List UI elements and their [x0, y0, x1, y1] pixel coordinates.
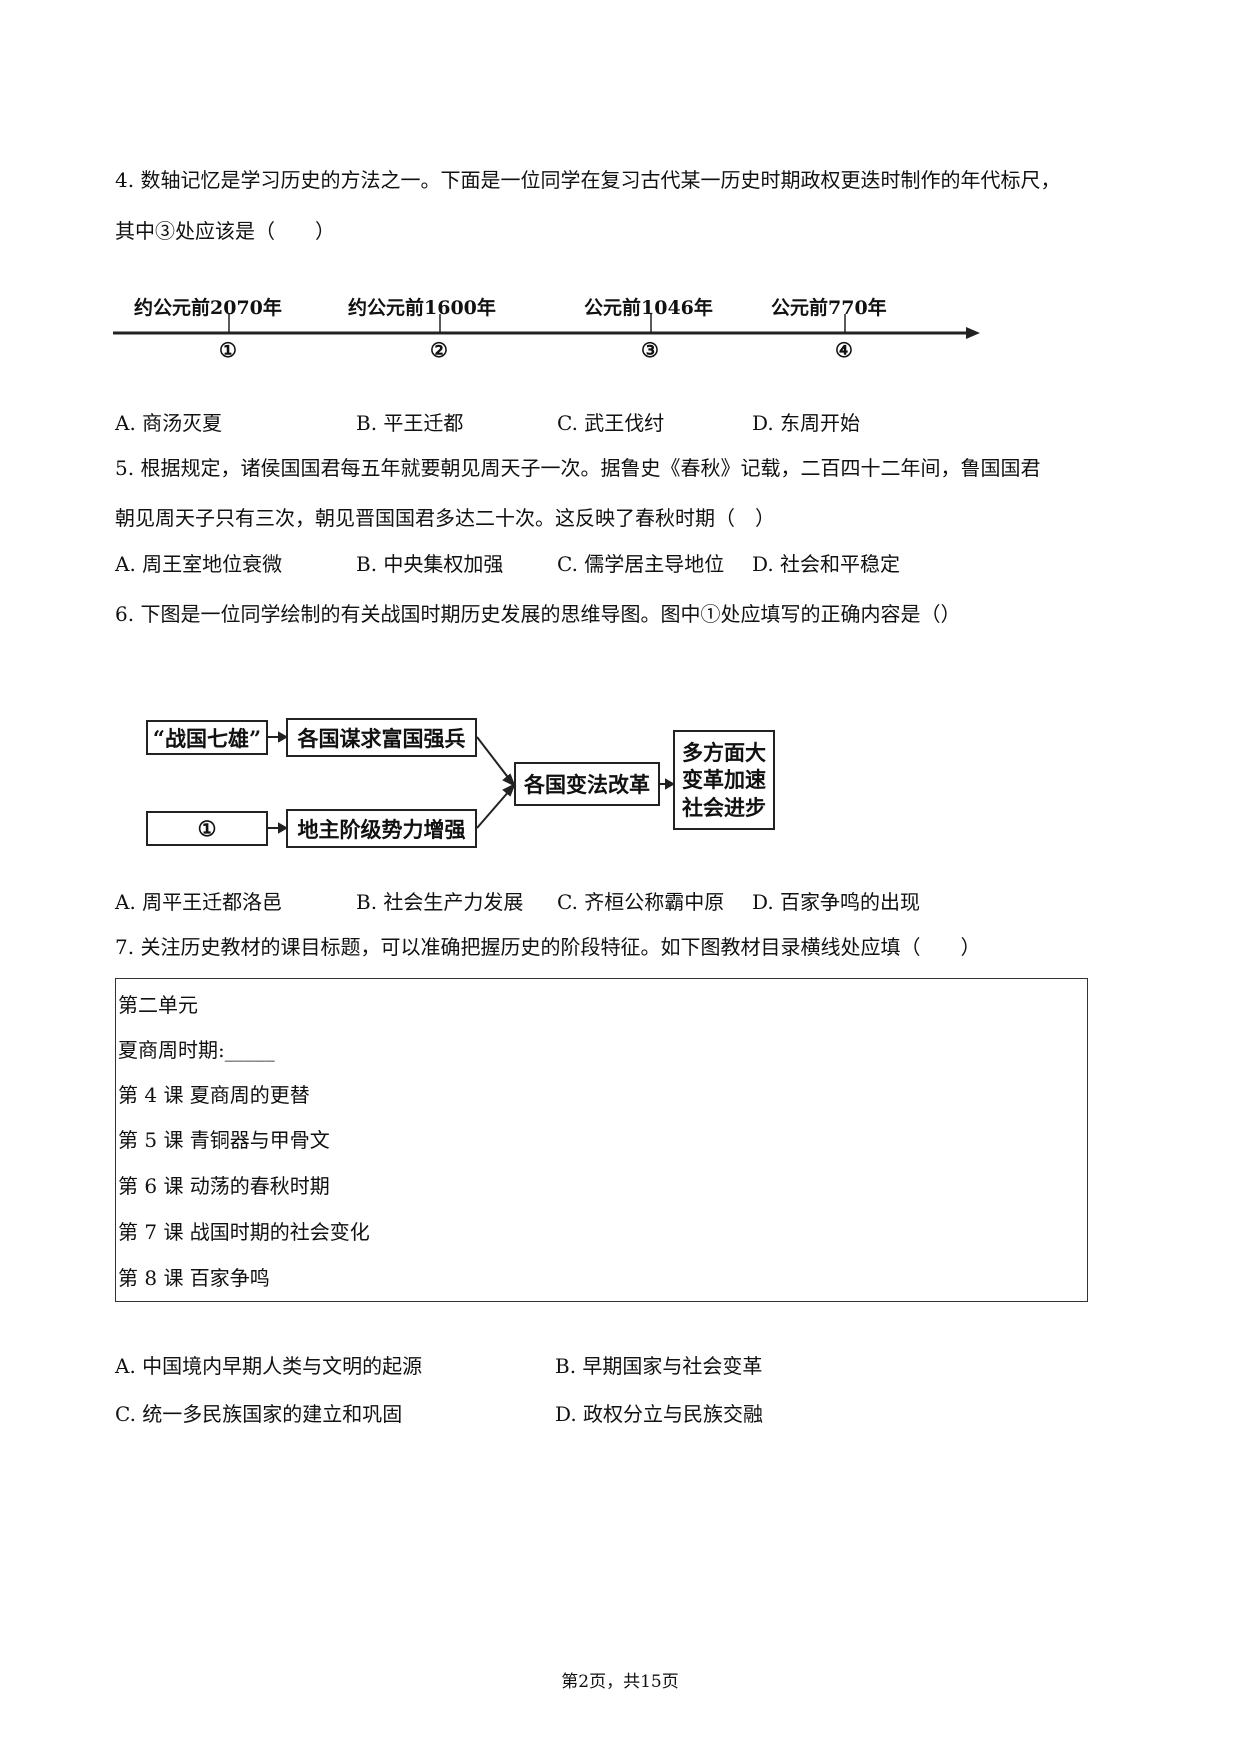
q6-option-c: C. 齐桓公称霸中原 [557, 890, 725, 914]
mindmap-arrows [268, 731, 676, 834]
q6-option-d: D. 百家争鸣的出现 [752, 890, 921, 914]
result-line: 社会进步 [682, 794, 766, 820]
mindmap-node-seven-states: “战国七雄” [146, 720, 268, 755]
page-footer: 第2页，共15页 [561, 1672, 679, 1692]
toc-line: 第二单元 [118, 993, 198, 1017]
q6-text-line1: 6. 下图是一位同学绘制的有关战国时期历史发展的思维导图。图中①处应填写的正确内… [115, 602, 961, 626]
q5-text-line1: 5. 根据规定，诸侯国国君每五年就要朝见周天子一次。据鲁史《春秋》记载，二百四十… [115, 456, 1041, 480]
timeline-label: 公元前1046年 [584, 297, 713, 319]
q5-option-a: A. 周王室地位衰微 [115, 552, 283, 576]
q5-option-c: C. 儒学居主导地位 [557, 552, 725, 576]
timeline-label: 公元前770年 [771, 297, 887, 319]
q4-option-d: D. 东周开始 [752, 411, 861, 435]
q7-option-d: D. 政权分立与民族交融 [555, 1402, 764, 1426]
toc-line: 第 4 课 夏商周的更替 [118, 1083, 310, 1107]
q7-option-a: A. 中国境内早期人类与文明的起源 [115, 1354, 423, 1378]
result-line: 多方面大 [682, 740, 766, 766]
q5-option-b: B. 中央集权加强 [356, 552, 504, 576]
toc-line: 夏商周时期:_____ [118, 1038, 275, 1062]
timeline-marker: ③ [641, 338, 659, 362]
toc-line: 第 6 课 动荡的春秋时期 [118, 1174, 330, 1198]
q4-option-b: B. 平王迁都 [356, 411, 464, 435]
q7-text-line1: 7. 关注历史教材的课目标题，可以准确把握历史的阶段特征。如下图教材目录横线处应… [115, 935, 981, 959]
timeline-marker: ④ [835, 338, 853, 362]
q6-option-a: A. 周平王迁都洛邑 [115, 890, 283, 914]
q5-text-line2: 朝见周天子只有三次，朝见晋国国君多达二十次。这反映了春秋时期（ ） [115, 506, 775, 530]
q4-text-line2: 其中③处应该是（ ） [115, 219, 335, 243]
q5-option-d: D. 社会和平稳定 [752, 552, 901, 576]
mindmap-node-landlords: 地主阶级势力增强 [286, 809, 477, 848]
timeline-marker: ② [430, 338, 448, 362]
timeline-marker: ① [219, 338, 237, 362]
mindmap-node-result: 多方面大 变革加速 社会进步 [673, 730, 775, 830]
q7-option-b: B. 早期国家与社会变革 [555, 1354, 763, 1378]
toc-line: 第 5 课 青铜器与甲骨文 [118, 1128, 330, 1152]
q4-option-a: A. 商汤灭夏 [115, 411, 223, 435]
timeline-label: 约公元前1600年 [348, 297, 496, 319]
toc-line: 第 8 课 百家争鸣 [118, 1266, 270, 1290]
textbook-toc-box: 第二单元 夏商周时期:_____ 第 4 课 夏商周的更替 第 5 课 青铜器与… [115, 978, 1088, 1302]
q7-option-c: C. 统一多民族国家的建立和巩固 [115, 1402, 403, 1426]
q4-text-line1: 4. 数轴记忆是学习历史的方法之一。下面是一位同学在复习古代某一历史时期政权更迭… [115, 168, 1061, 192]
timeline-axis [113, 314, 980, 339]
toc-line: 第 7 课 战国时期的社会变化 [118, 1220, 370, 1244]
mindmap-node-blank: ① [146, 811, 268, 846]
mindmap-node-reform: 各国变法改革 [514, 762, 660, 806]
q4-option-c: C. 武王伐纣 [557, 411, 665, 435]
result-line: 变革加速 [682, 767, 766, 793]
timeline-label: 约公元前2070年 [134, 297, 282, 319]
mindmap-node-wealth: 各国谋求富国强兵 [286, 718, 477, 757]
q6-option-b: B. 社会生产力发展 [356, 890, 524, 914]
